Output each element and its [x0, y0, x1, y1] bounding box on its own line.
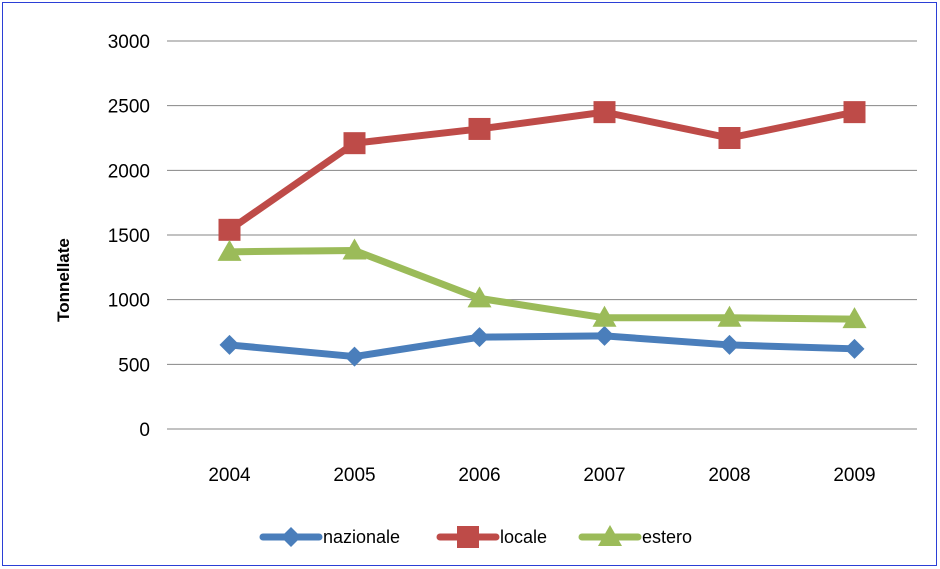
gridlines — [167, 40, 917, 430]
series-line-locale — [226, 108, 858, 234]
y-tick-label: 500 — [118, 355, 150, 376]
y-tick-label: 3000 — [108, 32, 150, 53]
data-point-estero — [467, 286, 492, 308]
data-point-nazionale — [719, 334, 740, 355]
legend-item-estero: estero — [578, 525, 692, 547]
series-lines — [217, 101, 867, 367]
data-point-locale — [718, 127, 741, 149]
data-point-nazionale — [344, 346, 365, 367]
x-tick-label: 2005 — [333, 465, 375, 486]
y-axis-ticks: 0 500 1000 1500 2000 2500 3000 — [108, 32, 150, 441]
legend-marker — [457, 526, 479, 548]
x-tick-label: 2009 — [833, 465, 875, 486]
data-point-locale — [593, 101, 616, 124]
legend-label: nazionale — [323, 527, 400, 547]
series-line-estero — [226, 247, 858, 323]
data-point-estero — [592, 305, 617, 327]
series-nazionale — [219, 325, 865, 367]
data-point-nazionale — [469, 327, 490, 348]
legend-marker — [281, 527, 301, 547]
legend-label: locale — [500, 527, 547, 547]
y-axis-title: Tonnellate — [54, 238, 73, 322]
data-point-locale — [218, 218, 241, 241]
legend-item-locale: locale — [436, 526, 547, 548]
data-point-locale — [468, 117, 491, 140]
series-locale — [218, 101, 866, 241]
legend: nazionale locale estero — [259, 525, 692, 548]
x-tick-label: 2006 — [458, 465, 500, 486]
data-point-estero — [842, 307, 867, 329]
data-point-nazionale — [594, 325, 615, 346]
series-line-nazionale — [226, 332, 858, 361]
y-tick-label: 1000 — [108, 291, 150, 312]
data-point-locale — [343, 132, 366, 155]
legend-label: estero — [642, 527, 692, 547]
legend-item-nazionale: nazionale — [259, 527, 400, 547]
data-point-locale — [843, 101, 866, 124]
y-tick-label: 2500 — [108, 97, 150, 118]
data-point-estero — [217, 239, 242, 261]
data-point-nazionale — [844, 338, 865, 359]
y-tick-label: 0 — [139, 420, 150, 441]
x-tick-label: 2007 — [583, 465, 625, 486]
y-tick-label: 1500 — [108, 226, 150, 247]
series-estero — [217, 238, 867, 329]
x-tick-label: 2004 — [208, 465, 251, 486]
legend-marker — [598, 525, 622, 546]
data-point-estero — [717, 305, 742, 327]
data-point-nazionale — [219, 334, 240, 355]
x-tick-label: 2008 — [708, 465, 750, 486]
x-axis-ticks: 2004 2005 2006 2007 2008 2009 — [208, 465, 875, 486]
data-point-estero — [342, 238, 367, 260]
y-tick-label: 2000 — [108, 161, 150, 182]
